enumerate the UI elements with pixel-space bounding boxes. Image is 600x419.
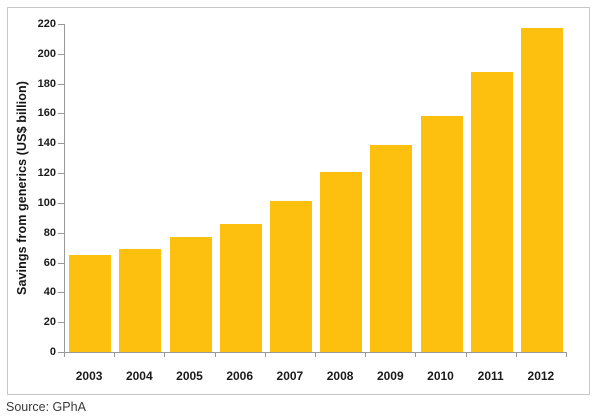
y-tick-mark	[58, 262, 64, 264]
y-tick-label-220: 220	[37, 18, 56, 30]
x-tick-mark	[415, 353, 416, 357]
x-tick-label-2007: 2007	[276, 369, 304, 383]
y-tick-label-100: 100	[37, 196, 56, 209]
y-tick-label-0: 0	[49, 346, 56, 358]
y-tick-mark	[58, 83, 64, 85]
x-tick-label-2008: 2008	[326, 369, 354, 383]
x-tick-label-2012: 2012	[527, 369, 555, 383]
bar-2010	[420, 116, 463, 352]
bar-2004	[119, 249, 162, 352]
y-tick-mark	[58, 53, 64, 55]
bar-2007	[269, 201, 312, 352]
y-tick-mark	[58, 143, 64, 145]
x-tick-label-2006: 2006	[226, 369, 254, 383]
bar-2009	[370, 145, 413, 352]
y-tick-mark	[58, 113, 64, 115]
x-tick-mark	[566, 353, 567, 357]
x-tick-mark	[315, 353, 316, 357]
bar-2005	[169, 237, 212, 352]
x-tick-mark	[215, 353, 216, 357]
x-tick-mark	[516, 353, 517, 357]
x-tick-label-2003: 2003	[75, 369, 103, 383]
bar-2012	[520, 28, 563, 352]
y-tick-mark	[58, 173, 64, 175]
x-tick-mark	[265, 353, 266, 357]
bar-2008	[320, 172, 363, 352]
y-tick-mark	[58, 232, 64, 234]
x-tick-mark	[466, 353, 467, 357]
y-tick-label-180: 180	[37, 77, 56, 90]
y-tick-label-20: 20	[43, 316, 56, 329]
y-tick-mark	[58, 202, 64, 204]
x-tick-mark	[64, 353, 65, 357]
x-tick-mark	[164, 353, 165, 357]
y-tick-label-140: 140	[37, 137, 56, 150]
y-tick-mark	[58, 24, 64, 25]
bar-2006	[219, 224, 262, 352]
x-tick-label-2005: 2005	[176, 369, 203, 383]
x-tick-label-2009: 2009	[376, 369, 404, 383]
y-tick-mark	[58, 352, 64, 353]
y-tick-label-160: 160	[37, 107, 56, 120]
x-tick-label-2004: 2004	[125, 369, 153, 383]
bar-2003	[69, 255, 112, 352]
source-note: Source: GPhA	[6, 400, 86, 414]
x-tick-label-2011: 2011	[477, 369, 504, 383]
y-tick-mark	[58, 322, 64, 324]
x-tick-label-2010: 2010	[427, 369, 454, 383]
y-tick-label-200: 200	[37, 47, 56, 60]
y-tick-label-40: 40	[43, 286, 56, 299]
bar-2011	[470, 72, 513, 352]
plot-area	[64, 24, 567, 353]
y-tick-label-80: 80	[43, 226, 56, 239]
y-tick-label-120: 120	[37, 167, 56, 180]
y-tick-label-60: 60	[43, 256, 56, 269]
x-tick-mark	[365, 353, 366, 357]
y-tick-mark	[58, 292, 64, 294]
x-tick-mark	[114, 353, 115, 357]
